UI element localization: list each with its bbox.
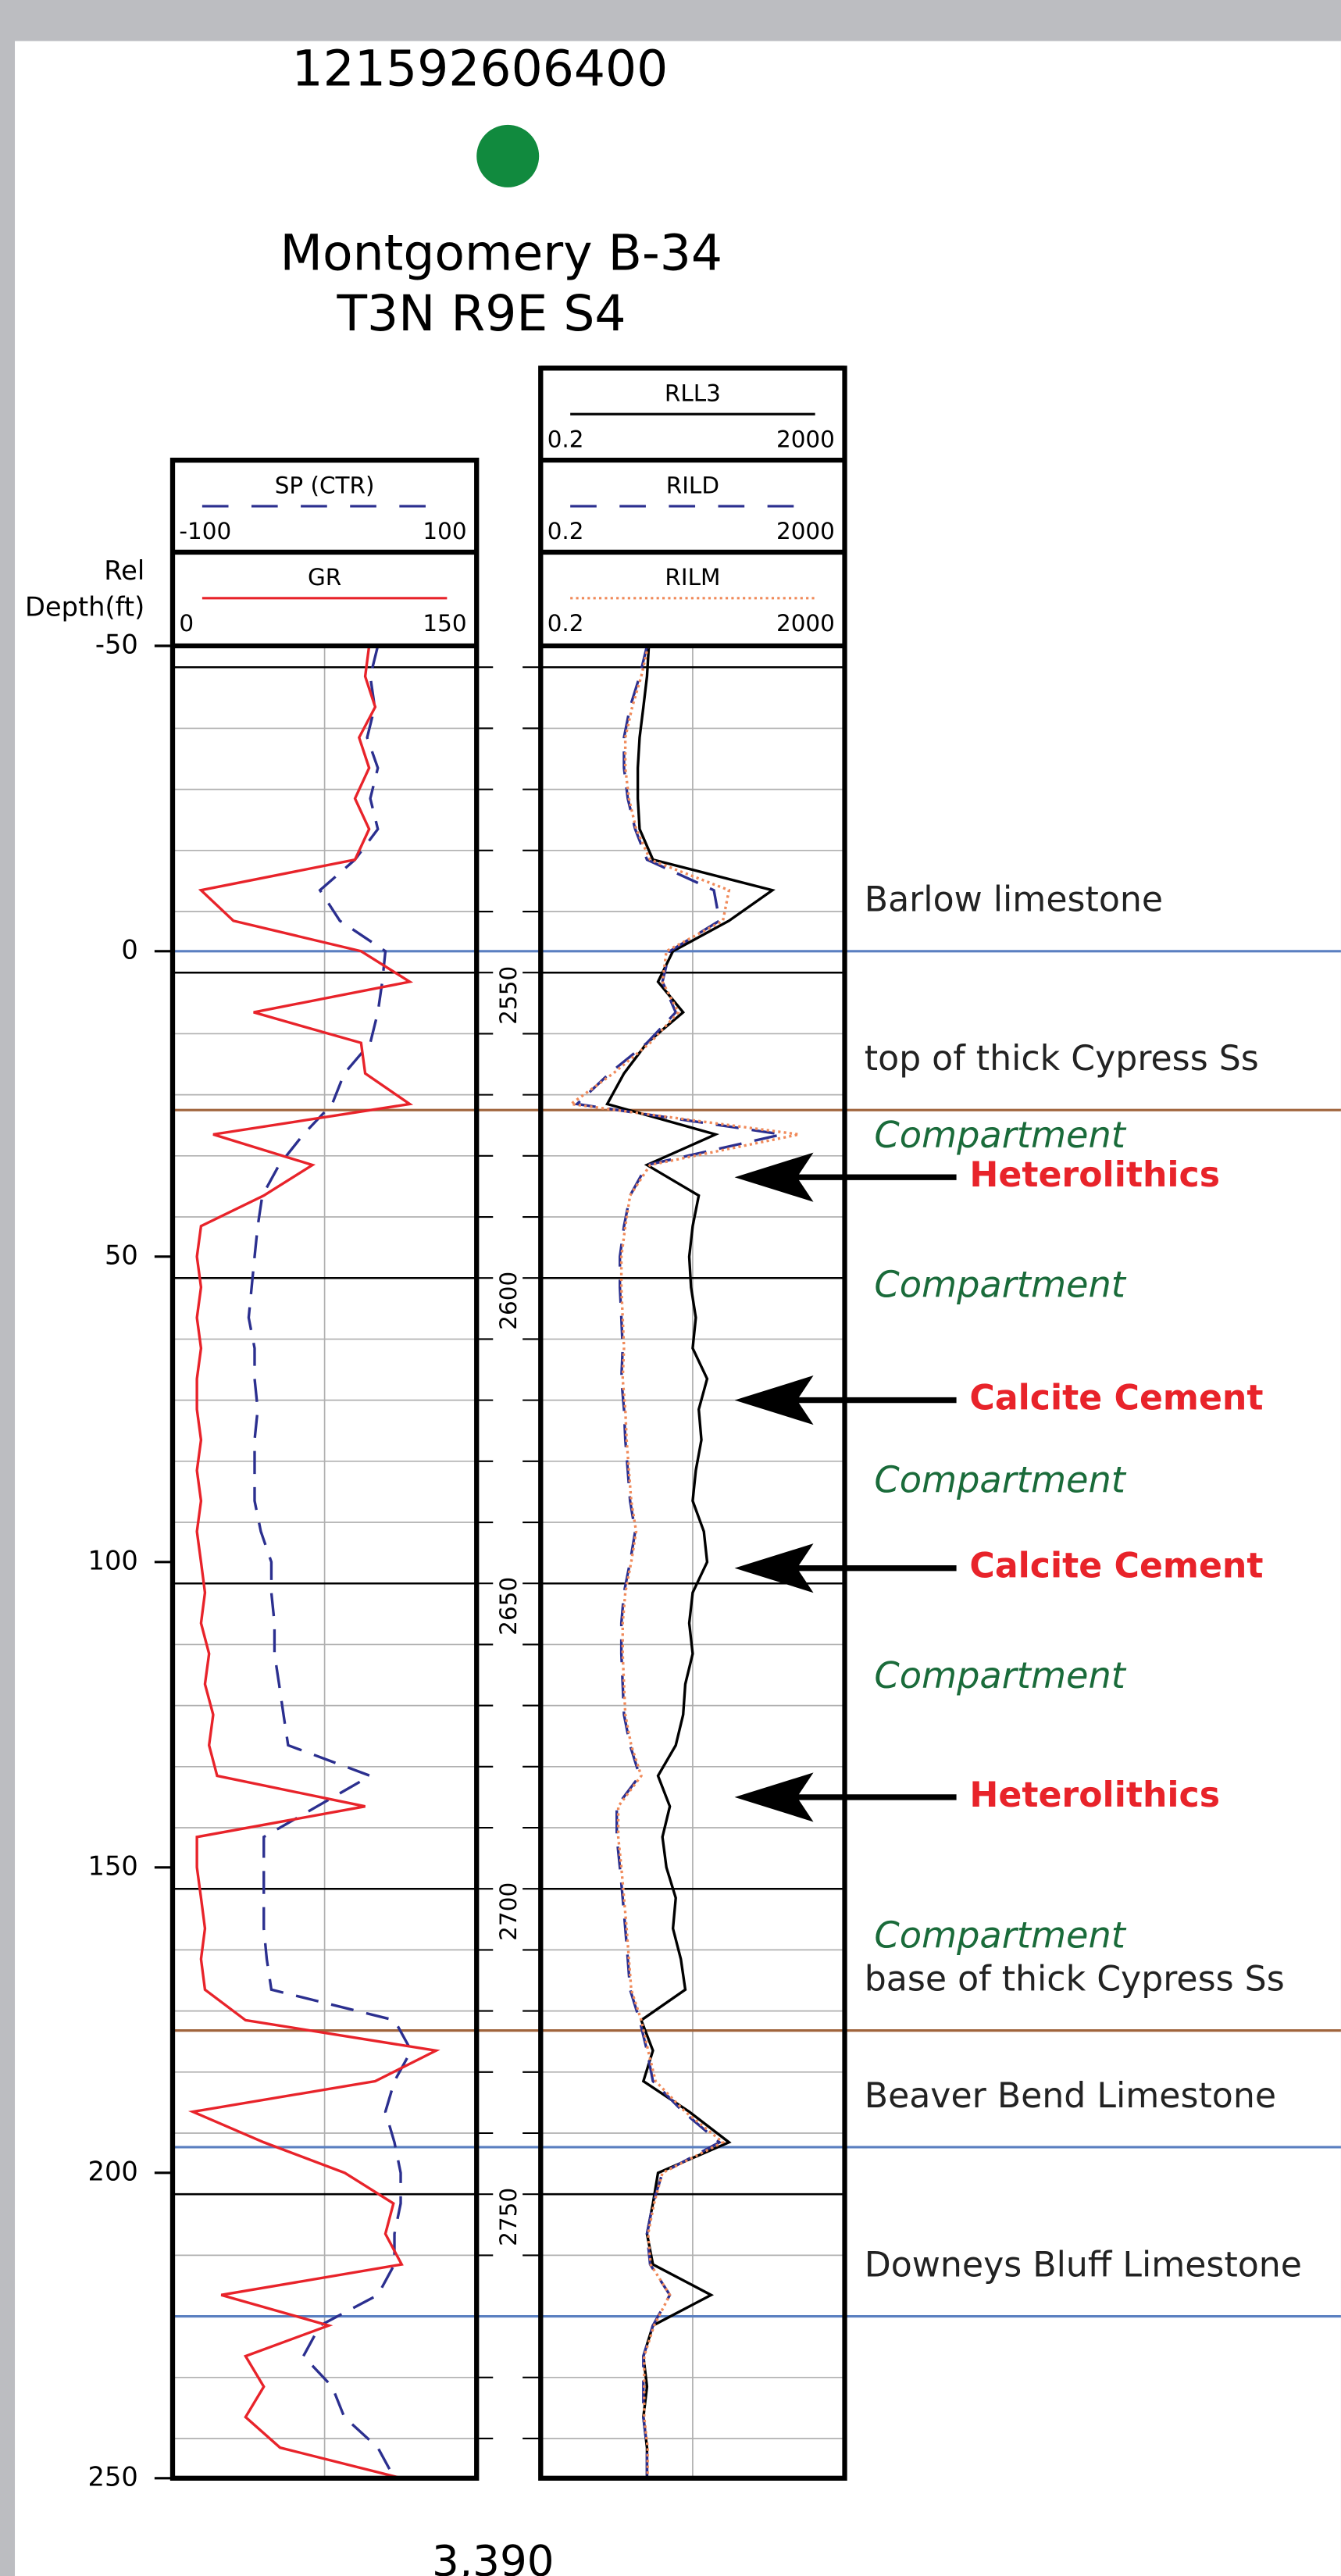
feature-label: Heterolithics [969,1155,1220,1195]
arrow-head [734,1152,814,1202]
well-id: 121592606400 [292,40,669,98]
curve-name: RLL3 [665,380,721,406]
compartment-label: Compartment [874,1459,1126,1501]
scale-min: -100 [179,518,231,544]
scale-min: 0.2 [547,610,584,637]
feature-label: Calcite Cement [969,1379,1263,1418]
scale-min: 0.2 [547,518,584,544]
depth-tick-label: 0 [121,934,137,965]
compartment-label: Compartment [874,1263,1126,1305]
md-label: 2600 [495,1272,522,1330]
curve-name: RILM [665,564,720,590]
feature-label: Heterolithics [969,1775,1220,1815]
depth-axis-label: Rel Depth(ft) [25,555,144,622]
log-curve [187,645,440,2480]
md-label: 2700 [495,1882,522,1941]
scale-min: 0.2 [547,426,584,452]
curve-name: SP (CTR) [275,472,375,498]
well-name: Montgomery B-34 [280,223,723,281]
depth-axis-label-line: Depth(ft) [25,591,144,622]
well-symbol [476,124,540,187]
arrow-head [734,1772,814,1822]
depth-axis-label-line: Rel [104,555,144,586]
scale-max: 150 [423,610,466,637]
track-frame [538,366,847,2481]
scale-max: 100 [423,518,466,544]
scale-max: 2000 [776,518,835,544]
well-location: T3N R9E S4 [336,284,626,342]
log-curve [574,645,783,2478]
log-curve [247,645,413,2479]
panel [15,41,1341,2576]
curve-name: GR [308,564,341,590]
track-frame [169,457,480,2481]
depth-tick-label: 200 [88,2156,138,2186]
scale-min: 0 [179,610,194,637]
curve-name: RILD [666,472,719,498]
compartment-label: Compartment [874,1914,1126,1956]
formation-label: Downeys Bluff Limestone [865,2245,1302,2285]
md-label: 2550 [495,966,522,1025]
arrow-head [734,1375,814,1425]
depth-tick-label: 50 [105,1240,138,1270]
scale-max: 2000 [776,426,835,452]
depth-tick-label: 100 [88,1545,138,1575]
bottom-label: 3,390 [432,2535,555,2576]
formation-label: Beaver Bend Limestone [865,2076,1276,2116]
arrow-head [734,1543,814,1593]
md-label: 2750 [495,2188,522,2246]
md-label: 2650 [495,1577,522,1636]
formation-label: base of thick Cypress Ss [865,1960,1285,2000]
compartment-label: Compartment [874,1654,1126,1697]
depth-tick-label: 250 [88,2461,138,2492]
formation-label: Barlow limestone [865,880,1163,920]
compartment-label: Compartment [874,1114,1126,1156]
scale-max: 2000 [776,610,835,637]
feature-label: Calcite Cement [969,1547,1263,1586]
log-curve [605,645,776,2478]
depth-tick-label: 150 [88,1850,138,1881]
depth-tick-label: -50 [95,629,138,659]
formation-label: top of thick Cypress Ss [865,1039,1259,1079]
